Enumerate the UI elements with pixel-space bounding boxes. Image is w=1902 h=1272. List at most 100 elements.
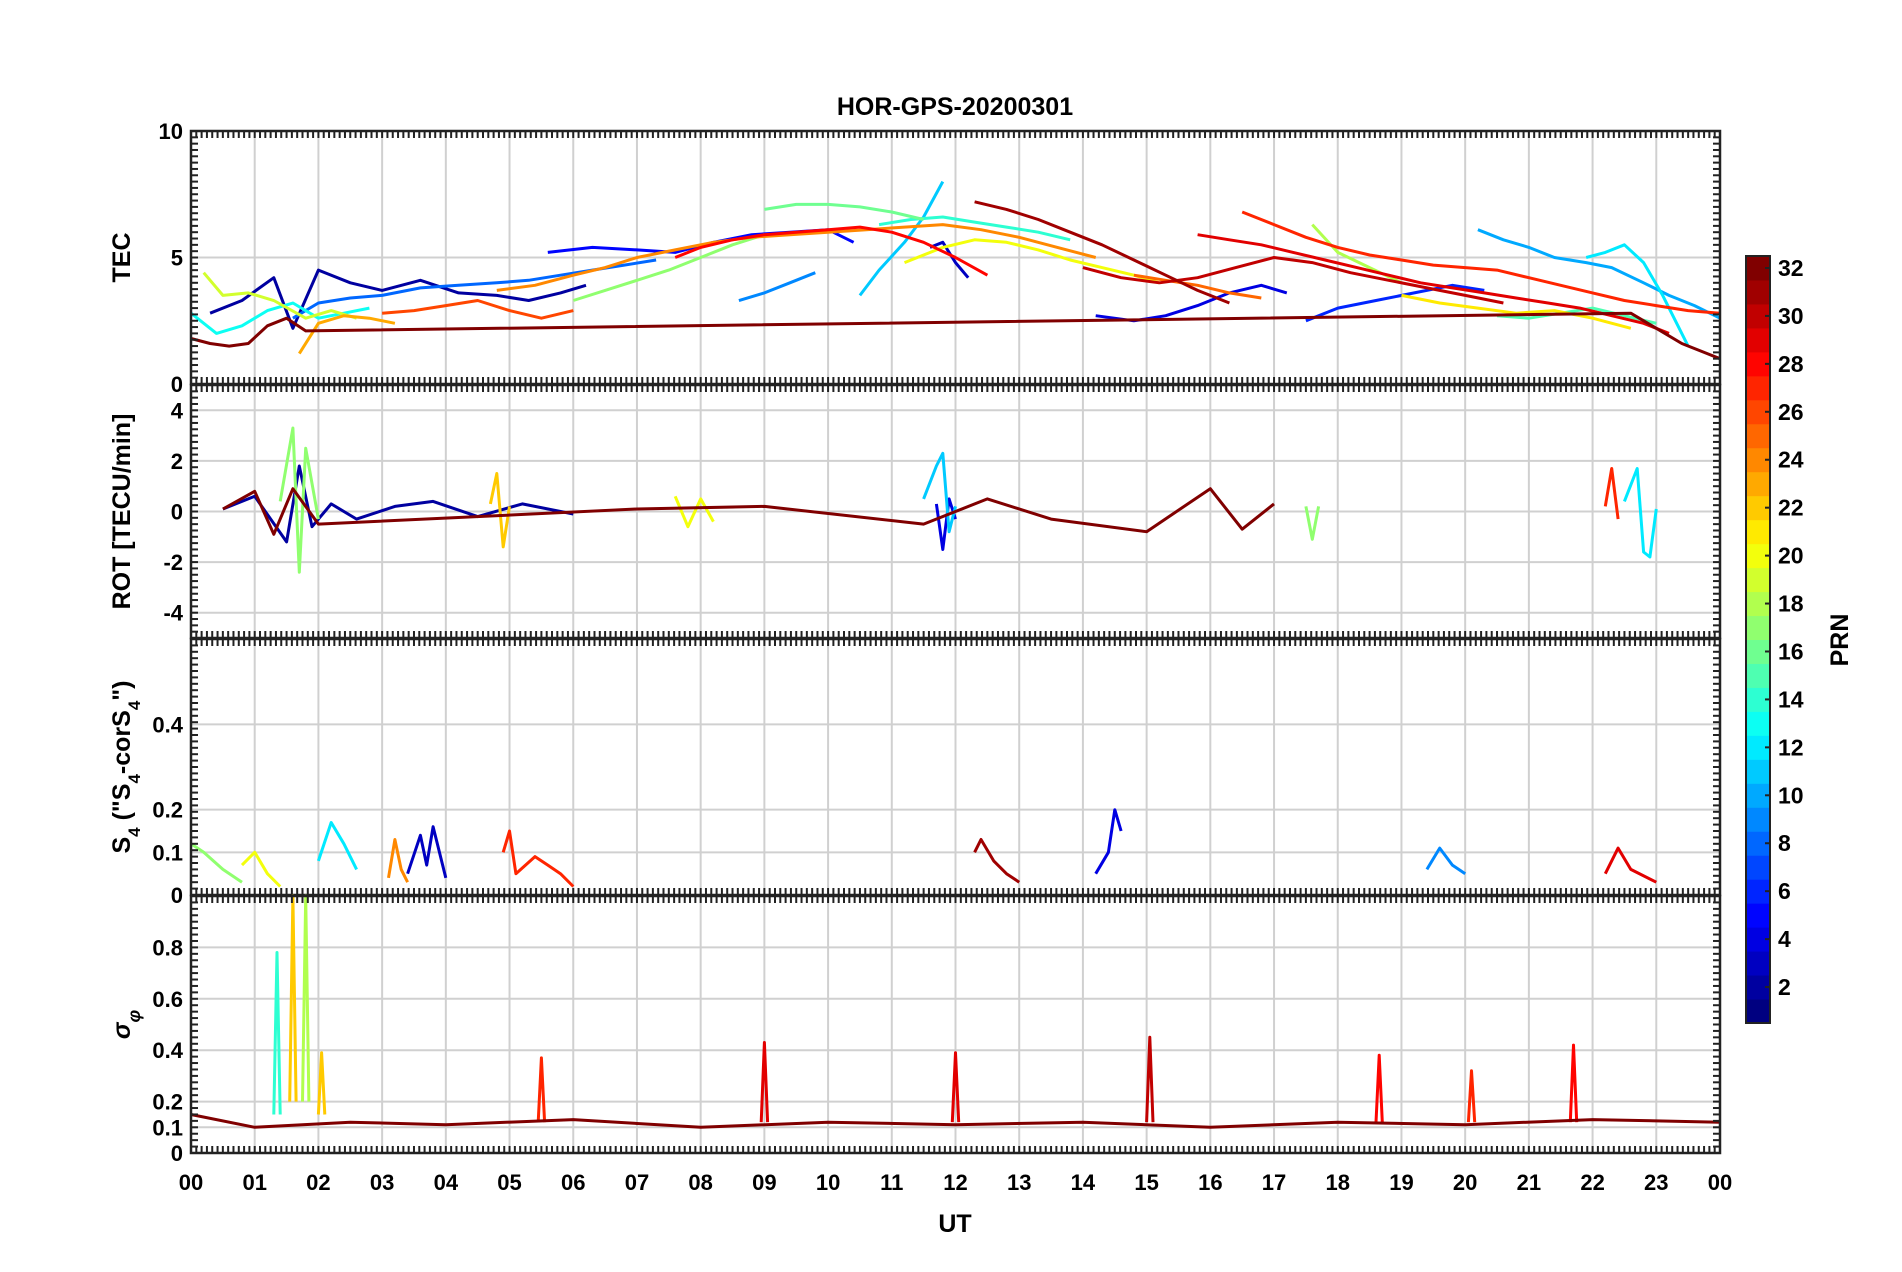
y-tick-label: 0.4 (152, 1038, 183, 1063)
colorbar-segment (1746, 375, 1770, 401)
series-prn-17 (190, 842, 243, 884)
colorbar-segment (1746, 711, 1770, 736)
chart-title: HOR-GPS-20200301 (837, 93, 1073, 121)
y-tick-label: 2 (171, 449, 183, 474)
colorbar-tick-label: 18 (1778, 591, 1804, 617)
y-tick-label: 0.1 (152, 1115, 183, 1140)
x-tick-label: 14 (1071, 1170, 1096, 1195)
x-tick-label: 21 (1517, 1170, 1541, 1195)
series-prn-31 (974, 200, 1230, 305)
colorbar-segment (1746, 279, 1770, 305)
y-axis-label-rot: ROT [TECU/min] (108, 414, 136, 610)
y-tick-label: -4 (163, 601, 183, 626)
series-prn-26 (381, 299, 574, 320)
colorbar-tick-label: 28 (1778, 351, 1804, 377)
x-tick-label: 13 (1007, 1170, 1031, 1195)
series-prn-4 (1094, 808, 1123, 875)
y-axis-label-tec: TEC (108, 233, 136, 283)
panel-tec: 0 5 10 TEC (108, 119, 1722, 397)
series-prn-11 (858, 180, 945, 297)
series-prn-29 (759, 1041, 770, 1123)
colorbar-tick-label: 8 (1778, 830, 1791, 856)
series-prn-15 (1496, 306, 1657, 325)
x-tick-label: 00 (179, 1170, 203, 1195)
x-tick-label: 04 (434, 1170, 459, 1195)
colorbar-tick-label: 6 (1778, 878, 1791, 904)
series-prn-17 (278, 426, 320, 574)
series-prn-20 (240, 850, 282, 888)
series-prn-9 (738, 271, 816, 302)
colorbar-segment (1746, 519, 1770, 545)
x-tick-label: 11 (880, 1170, 903, 1195)
colorbar-segment (1746, 807, 1770, 832)
series-prn-14 (878, 215, 1071, 242)
colorbar-tick-label: 32 (1778, 255, 1804, 281)
series-prn-19 (202, 271, 358, 320)
series-prn-30 (1082, 256, 1504, 305)
series-prn-27 (1466, 1069, 1477, 1123)
series-prn-2 (222, 464, 574, 544)
colorbar-frame (1745, 255, 1771, 1024)
x-tick-label: 05 (497, 1170, 521, 1195)
colorbar-segment (1746, 903, 1770, 928)
series-prn-29 (1603, 846, 1657, 884)
colorbar-tick-label: 22 (1778, 495, 1804, 521)
x-tick-label: 02 (306, 1170, 330, 1195)
series-prn-2 (209, 268, 587, 330)
series-prn-27 (1241, 210, 1721, 315)
series-prn-32 (222, 487, 1275, 536)
panel-s4: 0 0.1 0.2 0.4 S4 ("S4-corS4") (108, 637, 1722, 908)
colorbar-segment (1746, 567, 1770, 593)
colorbar-segment (1746, 759, 1770, 784)
series-prn-29 (950, 1051, 961, 1123)
y-tick-label: 0.2 (152, 798, 183, 823)
y-tick-label: 0.8 (152, 935, 183, 960)
series-prn-25 (1133, 273, 1262, 300)
series-prn-24 (387, 838, 409, 883)
series-prn-17 (1304, 506, 1321, 541)
series-prn-9 (1425, 846, 1467, 875)
x-axis: 00 01 02 03 04 05 06 07 08 09 10 11 12 13 14 15 16 17 18 19… (179, 1170, 1732, 1195)
y-tick-label: 0 (171, 372, 183, 397)
colorbar-label: PRN (1826, 614, 1854, 667)
colorbar-segment (1746, 423, 1770, 449)
x-tick-label: 20 (1453, 1170, 1477, 1195)
series-prn-28 (1568, 1043, 1579, 1123)
series-prn-21 (1401, 293, 1632, 330)
series-prn-20 (903, 238, 1160, 285)
y-tick-label: 0.1 (152, 840, 183, 865)
series-prn-27 (1603, 467, 1620, 520)
y-tick-label: -2 (163, 550, 183, 575)
colorbar-tick-label: 16 (1778, 638, 1804, 664)
y-axis-label-s4: S4 ("S4-corS4") (108, 681, 144, 854)
y-tick-label: 0 (171, 500, 183, 525)
series-prn-28 (1374, 1053, 1384, 1123)
panel-frame (189, 894, 1722, 1155)
y-tick-label: 0.6 (152, 987, 183, 1012)
x-tick-label: 16 (1198, 1170, 1222, 1195)
series-prn-22 (488, 472, 511, 549)
y-tick-label: 5 (171, 246, 183, 271)
series-prn-17 (572, 233, 765, 302)
series-prn-24 (496, 223, 1097, 292)
colorbar-tick-label: 20 (1778, 543, 1804, 569)
series-prn-6 (1305, 283, 1485, 323)
series-prn-12 (1623, 467, 1658, 559)
series-prn-32 (190, 1113, 1721, 1129)
series-prn-4 (934, 497, 957, 551)
x-tick-label: 10 (816, 1170, 840, 1195)
series-prn-30 (1145, 1035, 1155, 1123)
x-tick-label: 12 (943, 1170, 967, 1195)
series-prn-23 (298, 314, 396, 355)
colorbar-tick-label: 30 (1778, 303, 1804, 329)
colorbar-segment (1746, 471, 1770, 497)
series-prn-31 (973, 838, 1021, 884)
series-prn-22 (316, 1051, 327, 1115)
panel-rot: -4 -2 0 2 4 ROT [TECU/min] (108, 383, 1722, 640)
y-tick-label: 0 (171, 883, 183, 908)
colorbar-tick-label: 24 (1778, 447, 1804, 473)
x-tick-label: 15 (1134, 1170, 1158, 1195)
series-prn-27 (536, 1056, 547, 1123)
